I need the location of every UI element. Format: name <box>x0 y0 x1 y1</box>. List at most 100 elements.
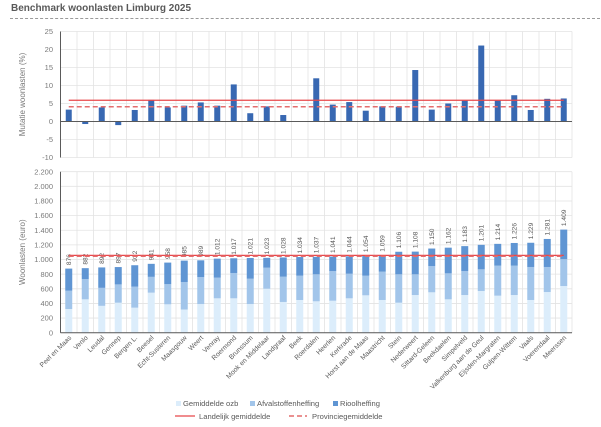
data-label: 1.108 <box>413 231 420 248</box>
bar-segment-afval <box>395 274 403 303</box>
data-label: 985 <box>182 246 189 257</box>
bar-segment-riool <box>428 248 436 267</box>
mutation-bar <box>115 121 122 126</box>
bar-segment-afval <box>147 276 155 293</box>
bar-segment-riool <box>131 265 139 287</box>
bar-segment-riool <box>312 256 320 275</box>
y-tick-label: 25 <box>45 27 53 36</box>
bar-segment-ozb <box>279 301 287 333</box>
bar-segment-riool <box>114 267 122 285</box>
bar-segment-afval <box>345 273 353 299</box>
data-label: 882 <box>83 253 90 264</box>
data-label: 1.034 <box>297 237 304 254</box>
bar-segment-riool <box>395 251 403 275</box>
mutation-bar <box>98 107 105 122</box>
mutation-bar <box>362 110 369 122</box>
mutation-bar <box>247 113 254 122</box>
legend-swatch-ozb <box>176 401 181 406</box>
bar-segment-afval <box>461 271 469 296</box>
data-label: 1.150 <box>429 228 436 245</box>
y-tick-label: 1.800 <box>34 197 53 206</box>
bar-segment-afval <box>98 287 106 306</box>
bar-segment-ozb <box>296 299 304 333</box>
bar-segment-ozb <box>411 295 419 333</box>
bar-segment-afval <box>65 290 73 309</box>
bar-segment-riool <box>147 263 155 277</box>
bar-segment-afval <box>279 276 287 302</box>
bar-segment-ozb <box>230 298 238 333</box>
legend-label-provincie: Provinciegemiddelde <box>312 412 383 421</box>
bar-segment-afval <box>477 269 485 291</box>
mutation-bar <box>214 105 221 122</box>
data-label: 1.044 <box>347 236 354 253</box>
bar-segment-riool <box>164 262 172 285</box>
bar-segment-ozb <box>263 288 271 333</box>
data-label: 1.054 <box>363 235 370 252</box>
y-tick-label: 1.200 <box>34 240 53 249</box>
bar-segment-afval <box>131 286 139 308</box>
mutation-bar <box>461 100 468 122</box>
bar-segment-ozb <box>312 301 320 333</box>
bar-segment-afval <box>312 274 320 302</box>
data-label: 1.201 <box>479 224 486 241</box>
mutation-bar <box>494 100 501 122</box>
y-tick-label: -5 <box>46 135 53 144</box>
mutation-bar <box>65 109 72 122</box>
bar-segment-afval <box>213 277 221 299</box>
data-label: 1.229 <box>528 222 535 239</box>
mutation-bar <box>395 106 402 122</box>
mutation-bar <box>280 115 287 122</box>
bar-segment-afval <box>362 275 370 296</box>
bar-segment-riool <box>543 238 551 267</box>
y-tick-label: 600 <box>40 284 53 293</box>
bar-segment-ozb <box>81 299 89 333</box>
mutation-bar <box>197 102 204 122</box>
bar-segment-afval <box>230 272 238 299</box>
mutation-bar <box>181 105 188 122</box>
bar-segment-afval <box>510 265 518 296</box>
mutation-bar <box>379 106 386 122</box>
data-label: 1.409 <box>561 209 568 226</box>
bar-segment-riool <box>246 257 254 279</box>
data-label: 1.021 <box>248 238 255 255</box>
bar-segment-riool <box>345 256 353 274</box>
bar-segment-riool <box>230 258 238 273</box>
y-tick-label: 1.600 <box>34 211 53 220</box>
legend-label-landelijk: Landelijk gemiddelde <box>199 412 270 421</box>
y-axis-title: Mutatie woonlasten (%) <box>18 52 27 136</box>
mutation-bar <box>527 109 534 122</box>
data-label: 1.037 <box>314 236 321 253</box>
bar-segment-afval <box>329 271 337 301</box>
y-tick-label: 0 <box>49 328 53 337</box>
bar-segment-ozb <box>114 302 122 333</box>
bar-segment-riool <box>329 256 337 272</box>
bar-segment-afval <box>164 284 172 305</box>
mutation-bar <box>428 109 435 122</box>
y-tick-label: 200 <box>40 314 53 323</box>
data-label: 1.041 <box>330 236 337 253</box>
legend-label-ozb: Gemiddelde ozb <box>183 399 238 408</box>
y-tick-label: 20 <box>45 45 53 54</box>
mutation-bar <box>544 98 551 122</box>
bar-segment-ozb <box>65 308 73 333</box>
bar-segment-ozb <box>147 292 155 333</box>
legend: Gemiddelde ozb Afvalstoffenheffing Riool… <box>175 399 383 421</box>
legend-label-afval: Afvalstoffenheffing <box>257 399 319 408</box>
mutation-bar <box>230 84 237 122</box>
bar-segment-riool <box>560 229 568 260</box>
bar-segment-afval <box>246 278 254 305</box>
mutation-chart: 25 20 15 10 5 0 -5 -10 Mutatie woonlasten (%) <box>18 27 573 162</box>
mutation-bar <box>478 45 485 122</box>
bar-segment-riool <box>296 257 304 276</box>
bar-segment-ozb <box>494 295 502 333</box>
y-tick-label: 2.200 <box>34 167 53 176</box>
data-label: 897 <box>116 252 123 263</box>
bar-segment-ozb <box>560 286 568 333</box>
mutation-bar <box>560 98 567 122</box>
mutation-bar <box>511 95 518 122</box>
bar-segment-ozb <box>131 307 139 333</box>
bar-segment-riool <box>65 268 73 291</box>
bar-segment-ozb <box>543 292 551 333</box>
bar-segment-ozb <box>197 304 205 333</box>
